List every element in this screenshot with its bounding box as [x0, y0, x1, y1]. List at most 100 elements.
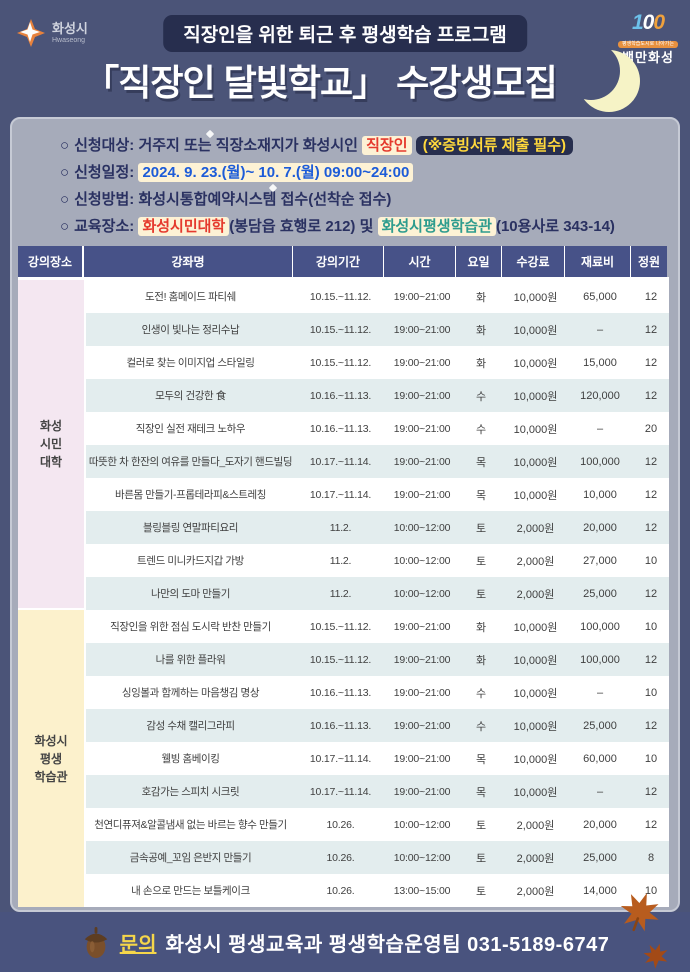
table-cell: 120,000	[580, 389, 620, 402]
table-cell: 토	[475, 588, 487, 601]
table-cell: 12	[644, 785, 658, 798]
table-cell: 목	[475, 456, 487, 469]
table-cell: 14,000	[583, 884, 617, 897]
table-cell: 화	[475, 654, 487, 667]
table-cell: 11.2.	[329, 521, 352, 534]
table-cell: 10,000	[583, 488, 617, 501]
column-header: 강좌명	[84, 246, 293, 277]
info-line-schedule: ○ 신청일정: 2024. 9. 23.(월)~ 10. 7.(월) 09:00~…	[60, 159, 678, 186]
info-label: 신청일정:	[74, 164, 135, 181]
table-cell: 수	[475, 390, 487, 403]
course-table: 강의장소 강좌명 강의기간 시간 요일 수강료 재료비 정원 화성 시민 대학 화성시 평생 학…	[18, 246, 669, 907]
table-cell: 19:00~21:00	[393, 488, 451, 501]
info-line-method: ○ 신청방법: 화성시통합예약시스템 접수(선착순 접수)	[60, 186, 678, 213]
table-cell: 토	[475, 522, 487, 535]
table-cell: 10	[644, 620, 658, 633]
table-cell: 19:00~21:00	[393, 653, 451, 666]
table-cell: 내 손으로 만드는 보틀케이크	[131, 885, 250, 897]
column-header: 강의기간	[293, 246, 384, 277]
table-cell: 10.16.~11.13.	[309, 719, 372, 732]
table-row: 트렌드 미니카드지갑 가방 11.2. 10:00~12:00 토 2,000원 27,0…	[86, 544, 669, 577]
table-cell: 12	[644, 290, 658, 303]
column-header: 요일	[456, 246, 502, 277]
table-cell: 화	[475, 621, 487, 634]
table-row: 웰빙 홈베이킹 10.17.~11.14. 19:00~21:00 목 10,000원 6…	[86, 742, 669, 775]
header: 화성시 Hwaseong 100 평생학습도시로 나아가는 백만화성 직장인을 …	[0, 0, 690, 117]
table-cell: 토	[475, 852, 487, 865]
table-cell: 12	[644, 521, 658, 534]
logo-100: 100	[631, 11, 665, 34]
table-row: 블링블링 연말파티요리 11.2. 10:00~12:00 토 2,000원 20,000…	[86, 511, 669, 544]
table-cell: –	[596, 785, 604, 798]
venue-cell: 화성 시민 대학	[18, 280, 86, 610]
table-row: 천연디퓨져&알콜냄새 없는 바르는 향수 만들기 10.26. 10:00~12:0…	[86, 808, 669, 841]
highlight-target: 직장인	[362, 136, 412, 155]
table-row: 금속공예_꼬임 은반지 만들기 10.26. 10:00~12:00 토 2,000원 2…	[86, 841, 669, 874]
table-cell: 2,000원	[516, 522, 555, 535]
table-row: 싱잉볼과 함께하는 마음챙김 명상 10.16.~11.13. 19:00~21:0…	[86, 676, 669, 709]
table-cell: 인생이 빛나는 정리수납	[141, 324, 240, 336]
table-cell: 도전! 홈메이드 파티쉐	[145, 291, 236, 303]
page-title: 「직장인 달빛학교」 수강생모집	[83, 62, 557, 103]
column-header: 재료비	[565, 246, 631, 277]
table-cell: 10.26.	[326, 851, 355, 864]
required-docs-note: (※증빙서류 제출 필수)	[415, 136, 574, 155]
highlight-schedule: 2024. 9. 23.(월)~ 10. 7.(월) 09:00~24:00	[138, 163, 414, 182]
table-cell: 목	[475, 753, 487, 766]
table-cell: 10,000원	[513, 654, 558, 667]
table-cell: 10,000원	[513, 489, 558, 502]
table-cell: 컬러로 찾는 이미지업 스타일링	[126, 357, 255, 369]
table-cell: 호감가는 스피치 시크릿	[141, 786, 240, 798]
acorn-icon	[84, 927, 107, 958]
table-cell: 2,000원	[516, 852, 555, 865]
table-cell: 나를 위한 플라워	[155, 654, 226, 666]
table-cell: 19:00~21:00	[393, 290, 451, 303]
star-icon	[17, 19, 45, 47]
table-rows: 도전! 홈메이드 파티쉐 10.15.~11.12. 19:00~21:00 화 10,…	[86, 280, 669, 907]
table-cell: 20,000	[583, 818, 617, 831]
table-cell: 19:00~21:00	[393, 719, 451, 732]
table-cell: 모두의 건강한 食	[155, 390, 226, 402]
maple-leaf-icon	[620, 893, 659, 932]
table-cell: 25,000	[583, 587, 617, 600]
table-cell: 목	[475, 489, 487, 502]
table-row: 호감가는 스피치 시크릿 10.17.~11.14. 19:00~21:00 목 10,…	[86, 775, 669, 808]
logo-slogan: 평생학습도시로 나아가는	[618, 41, 678, 48]
info-line-target: ○ 신청대상: 거주지 또는 직장소재지가 화성시인 직장인 (※증빙서류 제출 …	[60, 132, 678, 159]
table-cell: 10	[644, 884, 658, 897]
column-header: 강의장소	[18, 246, 84, 277]
table-cell: 10:00~12:00	[393, 521, 451, 534]
table-cell: 10:00~12:00	[393, 587, 451, 600]
table-cell: 10,000원	[513, 786, 558, 799]
table-cell: 10,000원	[513, 390, 558, 403]
venue-address: (봉담읍 효행로 212)	[229, 218, 356, 235]
table-cell: 19:00~21:00	[393, 686, 451, 699]
table-cell: 블링블링 연말파티요리	[142, 522, 239, 534]
table-cell: 화	[475, 291, 487, 304]
table-row: 따뜻한 차 한잔의 여유를 만들다_도자기 핸드빌딩 10.17.~11.14. 1…	[86, 445, 669, 478]
table-cell: 11.2.	[329, 587, 352, 600]
bullet-icon: ○	[60, 164, 70, 181]
table-cell: 19:00~21:00	[393, 389, 451, 402]
table-cell: 10.26.	[326, 884, 355, 897]
table-cell: 12	[644, 356, 658, 369]
table-cell: 10:00~12:00	[393, 851, 451, 864]
info-label: 신청방법:	[74, 191, 135, 208]
table-cell: 트렌드 미니카드지갑 가방	[137, 555, 244, 567]
logo-city-name: 화성시	[52, 21, 88, 37]
table-cell: 화	[475, 357, 487, 370]
table-cell: 10,000원	[513, 291, 558, 304]
table-cell: 10	[644, 686, 658, 699]
table-cell: 10.15.~11.12.	[309, 290, 372, 303]
table-cell: 수	[475, 423, 487, 436]
footer: 문의 화성시 평생교육과 평생학습운영팀 031-5189-6747	[0, 893, 690, 972]
table-cell: 12	[644, 653, 658, 666]
table-cell: 25,000	[583, 719, 617, 732]
table-row: 바른몸 만들기-프롭테라피&스트레칭 10.17.~11.14. 19:00~21:…	[86, 478, 669, 511]
table-row: 나를 위한 플라워 10.15.~11.12. 19:00~21:00 화 10,000…	[86, 643, 669, 676]
table-cell: 12	[644, 587, 658, 600]
info-label: 신청대상:	[74, 137, 135, 154]
table-row: 모두의 건강한 食 10.16.~11.13. 19:00~21:00 수 10,000…	[86, 379, 669, 412]
table-cell: 10,000원	[513, 687, 558, 700]
logo-city-name-eng: Hwaseong	[52, 36, 86, 44]
